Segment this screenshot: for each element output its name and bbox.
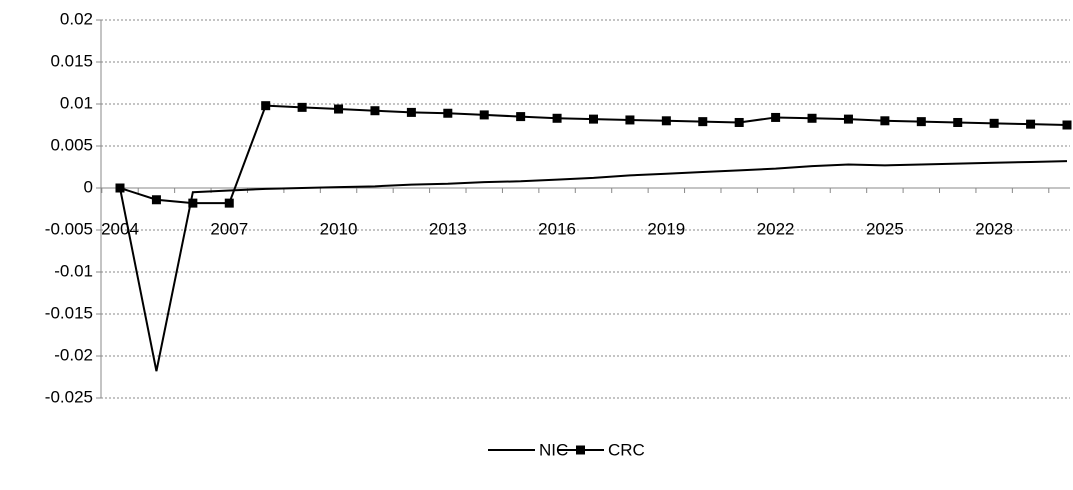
marker [406, 107, 416, 117]
marker [698, 117, 708, 127]
x-tick-label: 2016 [538, 219, 576, 238]
y-tick-label: -0.02 [54, 345, 93, 364]
x-tick-label: 2028 [975, 219, 1013, 238]
marker [188, 198, 198, 208]
y-tick-label: 0 [84, 177, 93, 196]
x-tick-label: 2013 [429, 219, 467, 238]
x-tick-label: 2007 [210, 219, 248, 238]
y-tick-label: -0.005 [45, 219, 93, 238]
marker [115, 183, 125, 193]
marker [771, 112, 781, 122]
marker [516, 112, 526, 122]
y-tick-label: 0.005 [50, 135, 93, 154]
marker [552, 113, 562, 123]
y-tick-label: 0.015 [50, 51, 93, 70]
marker [589, 114, 598, 124]
legend-label: NIC [539, 440, 568, 459]
marker [625, 115, 635, 125]
marker [297, 102, 307, 112]
marker [916, 117, 926, 127]
marker [479, 110, 489, 120]
marker [370, 106, 380, 116]
series-line [119, 160, 1068, 372]
y-tick-label: 0.01 [60, 93, 93, 112]
marker [734, 117, 744, 127]
x-tick-label: 2004 [101, 219, 139, 238]
y-tick-label: 0.02 [60, 9, 93, 28]
marker [1026, 119, 1036, 129]
legend-marker [576, 445, 585, 455]
marker [443, 108, 453, 118]
x-tick-label: 2010 [320, 219, 358, 238]
x-tick-label: 2022 [757, 219, 795, 238]
legend-label: CRC [608, 440, 645, 459]
marker [334, 104, 344, 114]
marker [151, 195, 161, 205]
y-tick-label: -0.015 [45, 303, 93, 322]
marker [261, 101, 271, 111]
marker [843, 114, 853, 124]
marker [880, 116, 890, 126]
marker [1062, 120, 1072, 130]
marker [807, 113, 817, 123]
marker [989, 118, 999, 128]
marker [953, 117, 963, 127]
marker [224, 198, 234, 208]
marker [661, 116, 671, 126]
y-tick-label: -0.01 [54, 261, 93, 280]
x-tick-label: 2025 [866, 219, 904, 238]
x-tick-label: 2019 [647, 219, 685, 238]
y-tick-label: -0.025 [45, 387, 93, 406]
